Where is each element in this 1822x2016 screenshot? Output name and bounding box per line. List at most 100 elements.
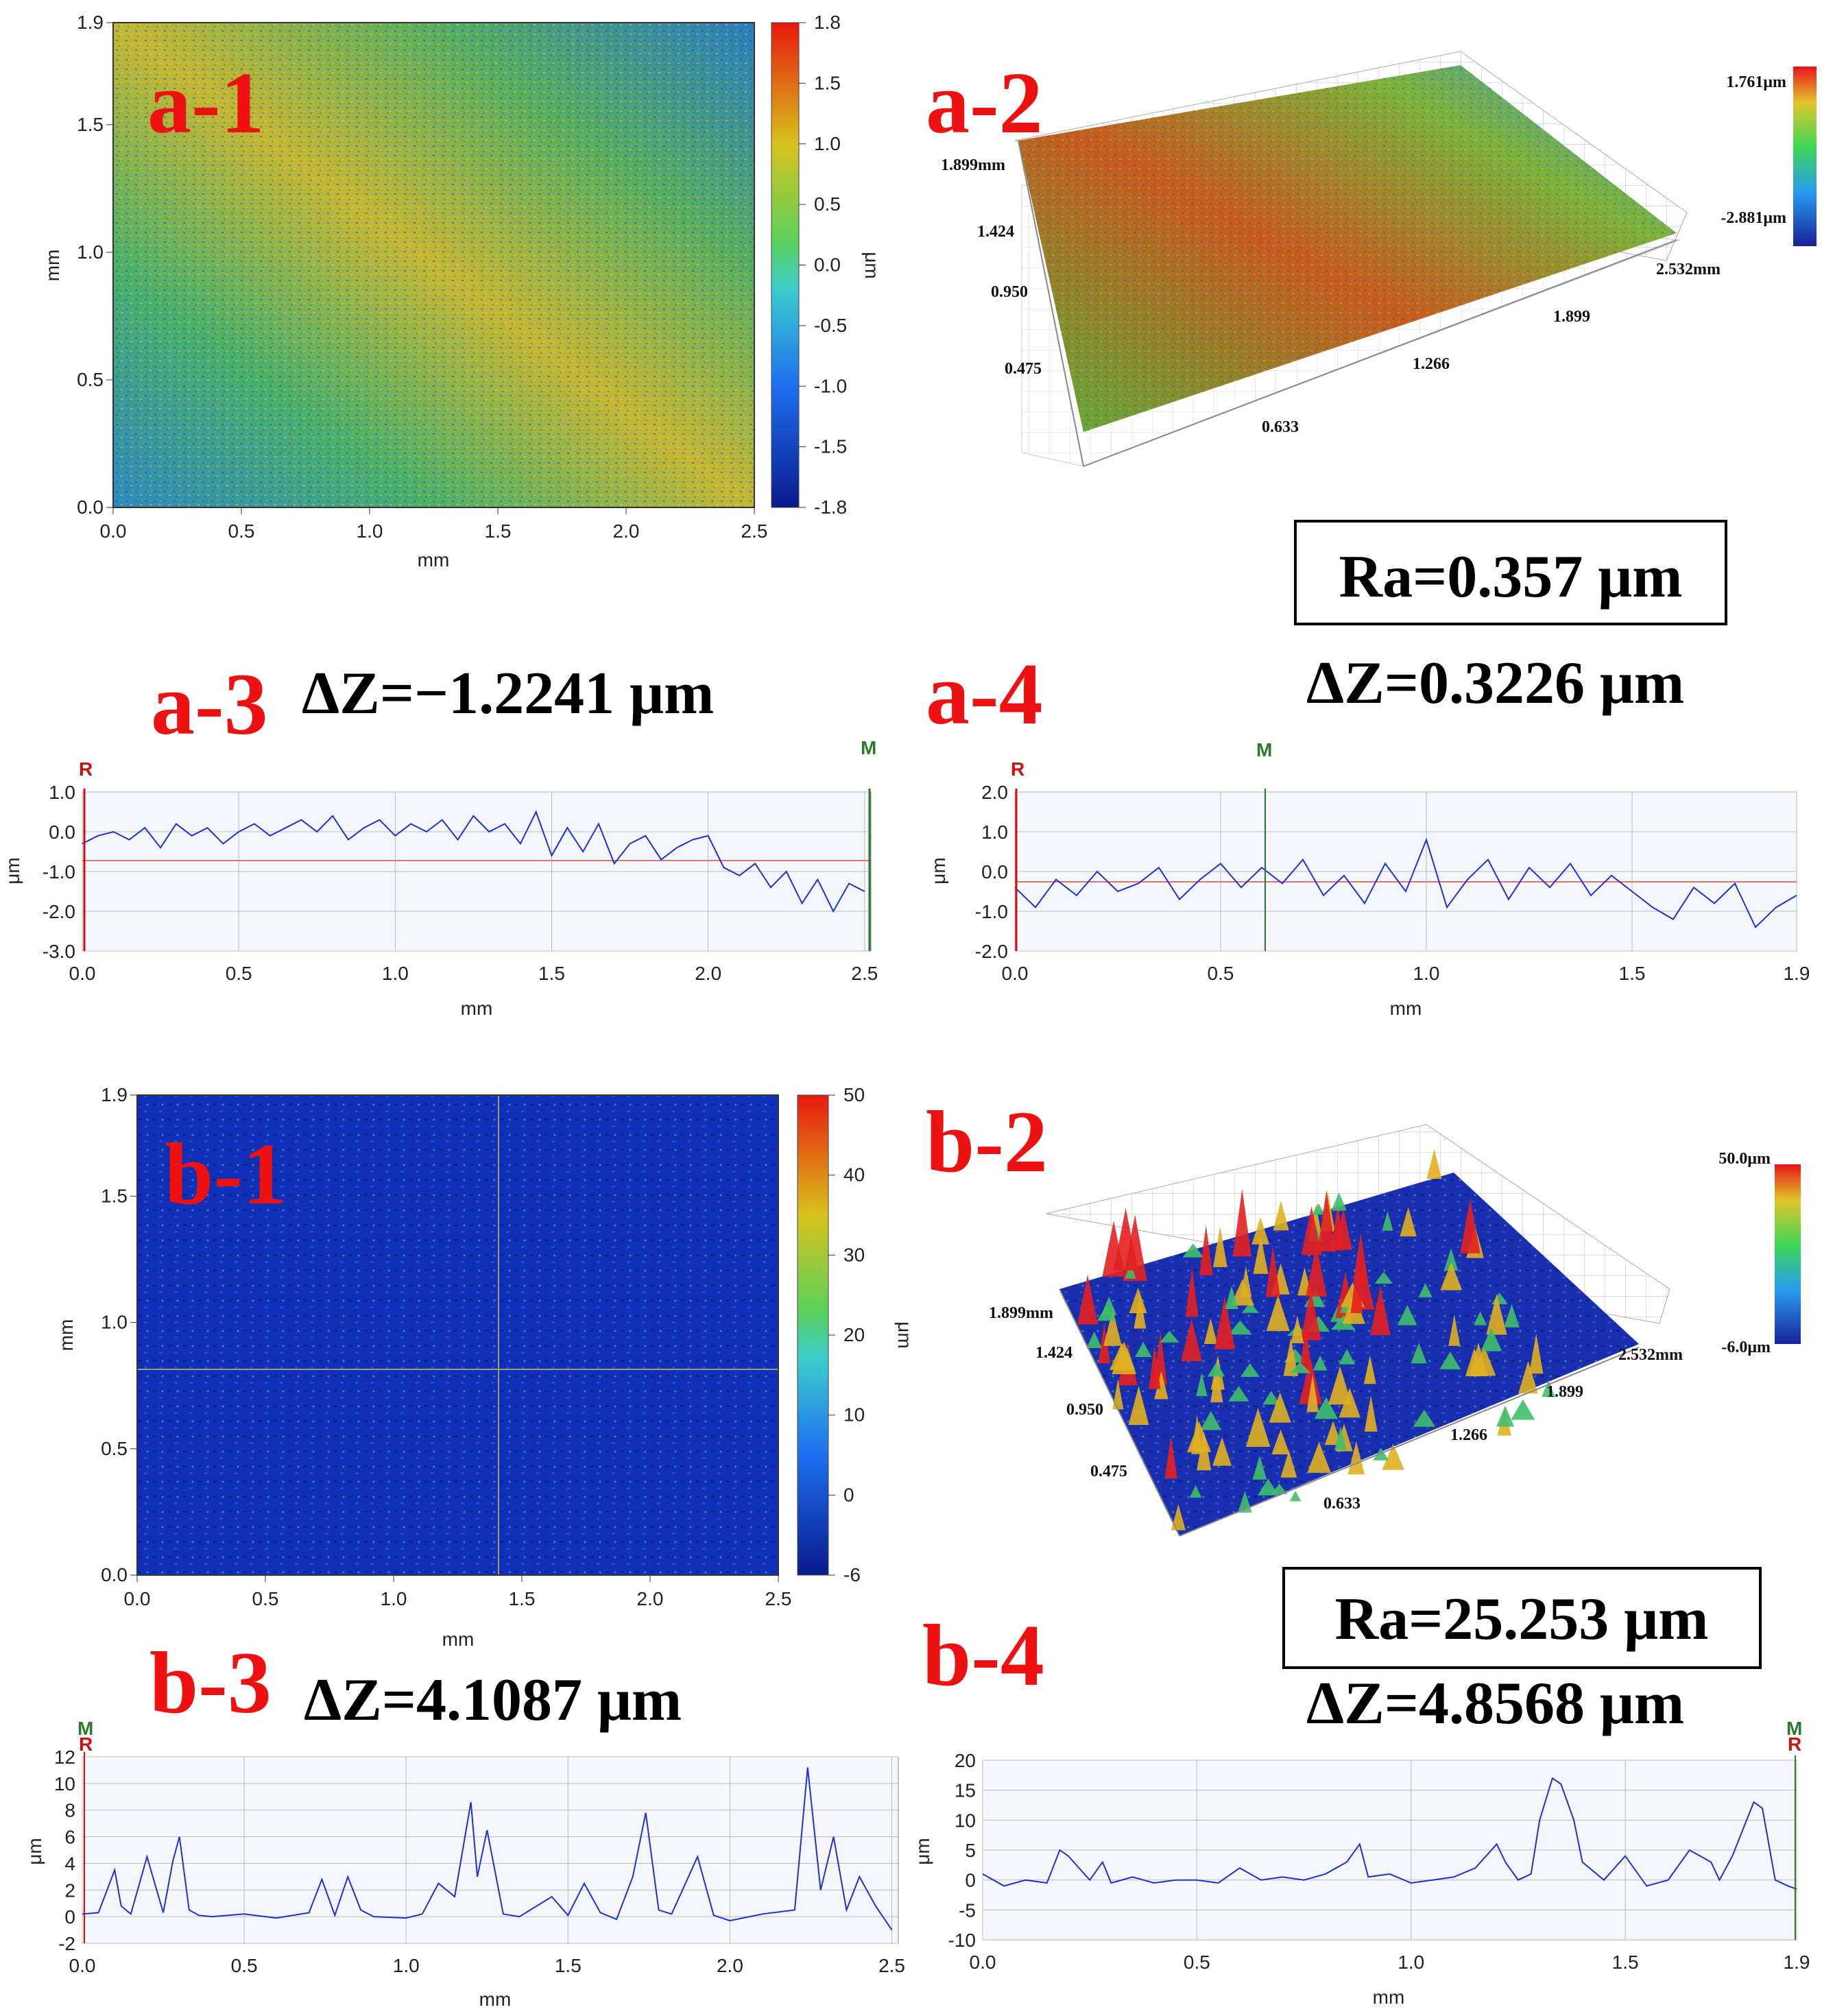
a3-axes: 1.00.0-1.0-2.0-3.00.0 0.5 1.0 1.5 2.0 2.5 [43,782,878,984]
b2-peak [1347,1441,1365,1475]
a2-y-edge: 1.899mm [941,156,1005,174]
b3-dz-value: ΔZ=4.1087 μm [304,1667,682,1733]
a1-ytick-label: 1.5 [77,114,104,135]
b2-peak [1481,1328,1502,1352]
b4-marker-r: R [1788,1733,1801,1755]
b2-peak [1469,1342,1488,1376]
b2-peak [1504,1304,1520,1328]
b2-peak [1103,1310,1122,1346]
a1-xtick-label: 0.5 [228,520,255,542]
a4-xtick-label: 1.9 [1784,963,1810,984]
b2-peak [1311,1203,1326,1215]
a3-xtick-label: 2.0 [695,963,721,984]
b2-peak [1212,1437,1232,1466]
a1-ylabel: mm [42,250,63,282]
b2-peak [1196,1372,1208,1396]
label-a3: a-3 [151,656,268,753]
b1-cbar-tick-label: -6 [843,1564,861,1585]
b2-peak [1199,1225,1213,1275]
chart-b4: 20 15 10 5 0 -5 -100.0 0.5 1.0 1.5 1.9 M R mm μm [912,1718,1810,2008]
b2-colorbar [1775,1164,1801,1344]
a2-x-tick: 1.899 [1553,308,1590,326]
a1-cbar-tick-label: 0.5 [814,193,841,215]
b2-peak [1262,1391,1280,1405]
a3-xlabel: mm [461,998,493,1019]
b2-peak [1283,1338,1299,1376]
a1-cbar-tick-label: -0.5 [814,315,847,336]
a4-ylabel: μm [928,857,949,884]
a1-ytick-label: 1.9 [77,12,104,33]
b2-peak [1230,1279,1255,1306]
b1-colorbar [797,1094,829,1576]
a3-xtick-label: 1.0 [382,963,409,984]
b2-peak [1232,1188,1251,1257]
a4-ytick-label: 1.0 [981,821,1008,843]
a1-cbar-tick-label: 1.0 [814,133,841,154]
b2-cbar-min: -6.0μm [1721,1339,1771,1356]
b1-ytick-label: 1.0 [101,1312,128,1333]
b2-peak [1331,1202,1345,1251]
a2-x-tick: 1.266 [1413,355,1450,373]
b1-y-axis: 0.0 0.5 1.0 1.5 1.9 [101,1084,137,1585]
b2-peak [1265,1245,1280,1297]
b2-peak [1299,1325,1312,1373]
b2-peak [1110,1343,1134,1370]
a4-xlabel: mm [1390,998,1422,1019]
b4-ytick-label: 10 [955,1810,976,1831]
a2-colorbar [1793,67,1817,246]
b2-peak [1439,1352,1461,1369]
b2-peak [1164,1436,1177,1479]
b2-peak [1511,1399,1535,1420]
panel-b1: 0.0 0.5 1.0 1.5 1.9 0.0 0.5 1.0 1.5 2.0 2.5 50 40 3… [56,1084,915,1650]
b3-marker-r: R [79,1733,93,1755]
b2-peak [1418,1283,1433,1297]
b2-y-tick: 0.950 [1066,1401,1103,1419]
b1-cbar-tick-label: 0 [843,1484,854,1505]
b2-peak [1306,1245,1327,1297]
b4-ytick-label: -10 [948,1930,976,1951]
b3-ylabel: μm [24,1838,45,1864]
a1-colorbar [771,22,800,508]
a3-marker-m: M [861,737,876,758]
b2-peak [1253,1236,1269,1274]
a1-cbar-tick-label: -1.5 [814,436,847,457]
b2-peak [1334,1426,1347,1450]
b2-peak [1086,1331,1102,1348]
b2-peak [1426,1149,1442,1179]
a2-cbar-min: -2.881μm [1721,209,1786,227]
a3-xtick-label: 2.5 [851,963,878,984]
a1-y-axis: 0.0 0.5 1.0 1.5 1.9 [77,12,113,518]
b2-peak [1291,1315,1304,1343]
b2-peak [1312,1355,1328,1371]
b4-ytick-label: 5 [965,1840,976,1861]
a4-dz-value: ΔZ=0.3226 μm [1306,650,1684,717]
b3-ytick-label: 12 [54,1747,75,1768]
b2-peak [1382,1443,1404,1470]
a3-ytick-label: 1.0 [49,782,75,803]
a3-profile-line [82,810,865,913]
b2-peak [1460,1198,1481,1253]
b2-y-tick: 0.475 [1090,1463,1127,1480]
b2-peak [1331,1192,1347,1211]
b2-peak [1307,1441,1331,1473]
panel-b2: 1.899mm 1.424 0.950 0.475 0.633 1.266 1.… [926,1093,1801,1537]
b2-peak [1448,1315,1461,1346]
b2-y-tick: 1.424 [1035,1344,1072,1362]
b2-x-edge: 2.532mm [1618,1346,1683,1364]
b3-xtick-label: 0.5 [231,1955,258,1976]
a4-marker-r: R [1011,758,1024,780]
a1-map-frame [112,22,755,508]
b3-grid [82,1756,898,1944]
b1-cbar-tick-label: 40 [843,1164,865,1186]
b3-axes: 12 10 8 6 4 2 0 -20.0 0.5 1.0 1.5 2.0 2.5 [54,1747,905,1976]
a4-ytick-label: 0.0 [981,861,1008,883]
a1-ytick-label: 0.0 [77,496,104,518]
b2-peak [1135,1341,1152,1357]
a2-axis-x [1083,239,1677,467]
b1-cbar-tick-label: 10 [843,1404,865,1426]
b1-ylabel: mm [56,1319,77,1352]
b1-xtick-label: 2.0 [637,1588,664,1609]
b3-ytick-label: -2 [58,1933,75,1954]
b3-ytick-label: 6 [64,1827,75,1848]
b-ra-value: Ra=25.253 μm [1335,1586,1709,1653]
